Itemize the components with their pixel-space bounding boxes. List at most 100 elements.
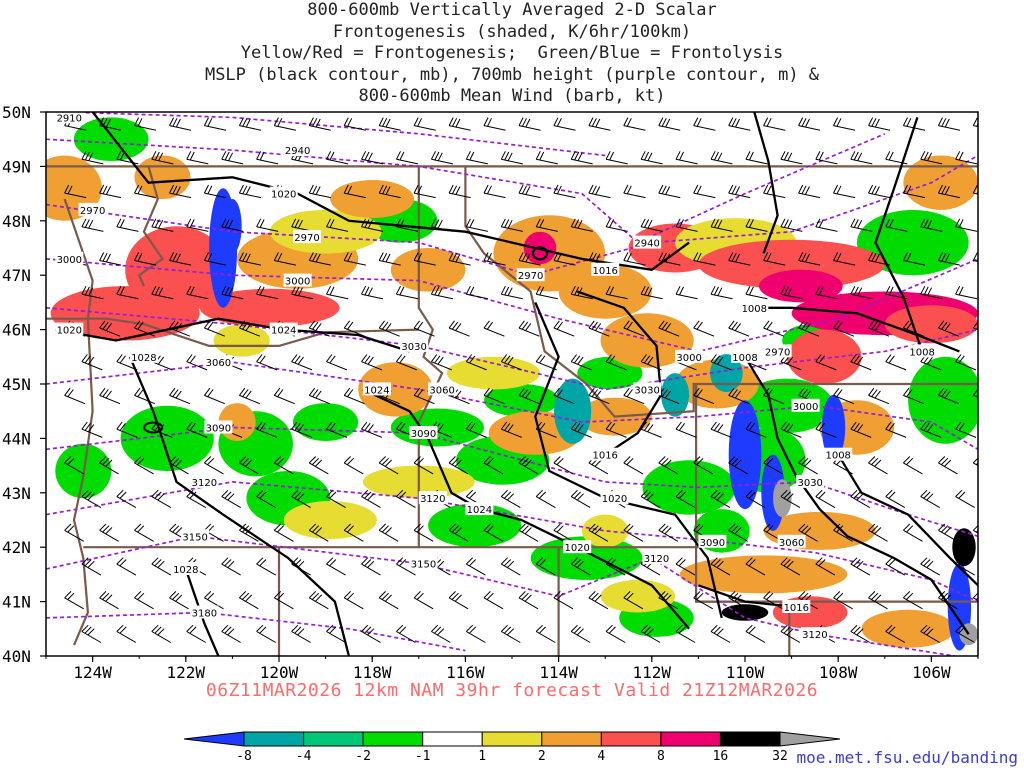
- wind-barb-flag: [507, 287, 513, 296]
- mslp-contour: [744, 356, 970, 635]
- wind-barb-flag: [469, 286, 475, 296]
- wind-barb-flag: [920, 151, 926, 160]
- wind-barb-flag: [640, 421, 647, 430]
- wind-barb-flag: [134, 117, 140, 126]
- wind-barb-flag: [224, 559, 232, 567]
- wind-barb-flag: [238, 387, 246, 396]
- wind-barb-flag: [941, 252, 947, 262]
- wind-barb-flag: [888, 626, 896, 634]
- wind-barb: [745, 293, 768, 300]
- wind-barb-flag: [228, 152, 234, 162]
- wind-barb-flag: [294, 286, 300, 296]
- wind-barb-flag: [395, 421, 403, 430]
- wind-barb-flag: [577, 219, 583, 229]
- colorbar-label: -8: [236, 749, 252, 764]
- wind-barb-flag: [836, 592, 844, 600]
- wind-barb-flag: [938, 456, 946, 464]
- wind-barb-flag: [576, 560, 584, 568]
- wind-barb: [483, 327, 505, 337]
- wind-barb-flag: [874, 253, 880, 263]
- wind-barb-flag: [693, 387, 700, 396]
- height-label-bg: [763, 344, 792, 358]
- wind-barb-flag: [413, 252, 419, 261]
- wind-barb: [483, 125, 506, 131]
- height-label: 3000: [285, 277, 310, 288]
- wind-barb-flag: [906, 321, 913, 330]
- wind-barb-flag: [119, 626, 127, 634]
- wind-barb-flag: [906, 525, 914, 533]
- wind-barb-flag: [361, 624, 369, 632]
- wind-barb-flag: [434, 219, 440, 228]
- wind-barb-flag: [503, 626, 512, 634]
- wind-barb-flag: [798, 523, 806, 531]
- wind-barb: [396, 293, 419, 300]
- wind-barb-flag: [277, 252, 283, 262]
- wind-barb-flag: [384, 527, 392, 535]
- wind-barb-flag: [84, 491, 92, 499]
- shade-cell: [759, 269, 843, 303]
- height-contours: [46, 112, 978, 656]
- wind-barb-flag: [609, 355, 616, 364]
- height-label: 3150: [411, 560, 436, 571]
- wind-barb-flag: [640, 151, 646, 160]
- wind-barb: [326, 361, 348, 371]
- wind-barb-flag: [175, 186, 181, 195]
- wind-barb-flag: [294, 559, 302, 567]
- wind-barb-flag: [326, 354, 333, 363]
- wind-barb-flag: [728, 456, 736, 464]
- wind-barb-flag: [850, 218, 856, 228]
- wind-barb: [553, 327, 575, 337]
- wind-barb: [326, 563, 346, 576]
- wind-barb-flag: [731, 321, 738, 330]
- wind-barb: [413, 597, 434, 610]
- wind-barb-flag: [588, 184, 594, 194]
- wind-barb-flag: [158, 219, 164, 229]
- mslp-label-bg: [740, 300, 769, 314]
- wind-barb-flag: [207, 252, 213, 262]
- wind-barb-flag: [203, 184, 209, 194]
- wind-barb-flag: [535, 557, 543, 565]
- wind-barb: [693, 125, 716, 131]
- wind-barb-flag: [815, 489, 823, 497]
- wind-barb-flag: [728, 184, 734, 194]
- mslp-contour: [576, 290, 663, 456]
- wind-barb: [763, 125, 786, 131]
- wind-barb-flag: [874, 186, 880, 195]
- wind-barb-flag: [994, 220, 998, 228]
- wind-barb: [955, 563, 975, 576]
- wind-barb-flag: [506, 560, 515, 568]
- wind-barb-flag: [815, 218, 821, 228]
- wind-barb-flag: [315, 253, 321, 263]
- wind-barb-flag: [291, 354, 298, 363]
- height-label: 3000: [676, 353, 701, 364]
- wind-barb: [833, 260, 856, 266]
- lat-label: 48N: [2, 212, 31, 231]
- wind-barb-flag: [239, 591, 247, 599]
- wind-barb-flag: [367, 356, 374, 365]
- wind-barb-flag: [99, 387, 106, 396]
- wind-barb-flag: [944, 459, 952, 467]
- height-label: 3120: [802, 630, 827, 641]
- wind-barb-flag: [595, 323, 602, 331]
- wind-barb-flag: [944, 186, 950, 195]
- wind-barb-flag: [853, 422, 860, 431]
- wind-barb-flag: [874, 323, 881, 331]
- colorbar-bin: [303, 731, 364, 747]
- wind-barb-flag: [189, 626, 197, 634]
- wind-barb-flag: [105, 594, 113, 602]
- wind-barb-flag: [259, 626, 267, 634]
- shade-cell: [821, 394, 846, 461]
- lon-label: 120W: [260, 663, 299, 682]
- wind-barb-flag: [151, 624, 159, 632]
- wind-barb-flag: [678, 491, 686, 499]
- wind-barb-flag: [157, 560, 165, 568]
- wind-barb-flag: [874, 594, 882, 602]
- height-label: 3150: [182, 532, 207, 543]
- lat-label: 50N: [2, 103, 31, 122]
- wind-barb: [466, 226, 489, 232]
- wind-barb-flag: [626, 252, 632, 262]
- wind-barb: [116, 563, 137, 576]
- wind-barb-flag: [525, 390, 532, 399]
- credit-link[interactable]: moe.met.fsu.edu/banding: [796, 748, 1018, 767]
- wind-barb-flag: [346, 457, 354, 465]
